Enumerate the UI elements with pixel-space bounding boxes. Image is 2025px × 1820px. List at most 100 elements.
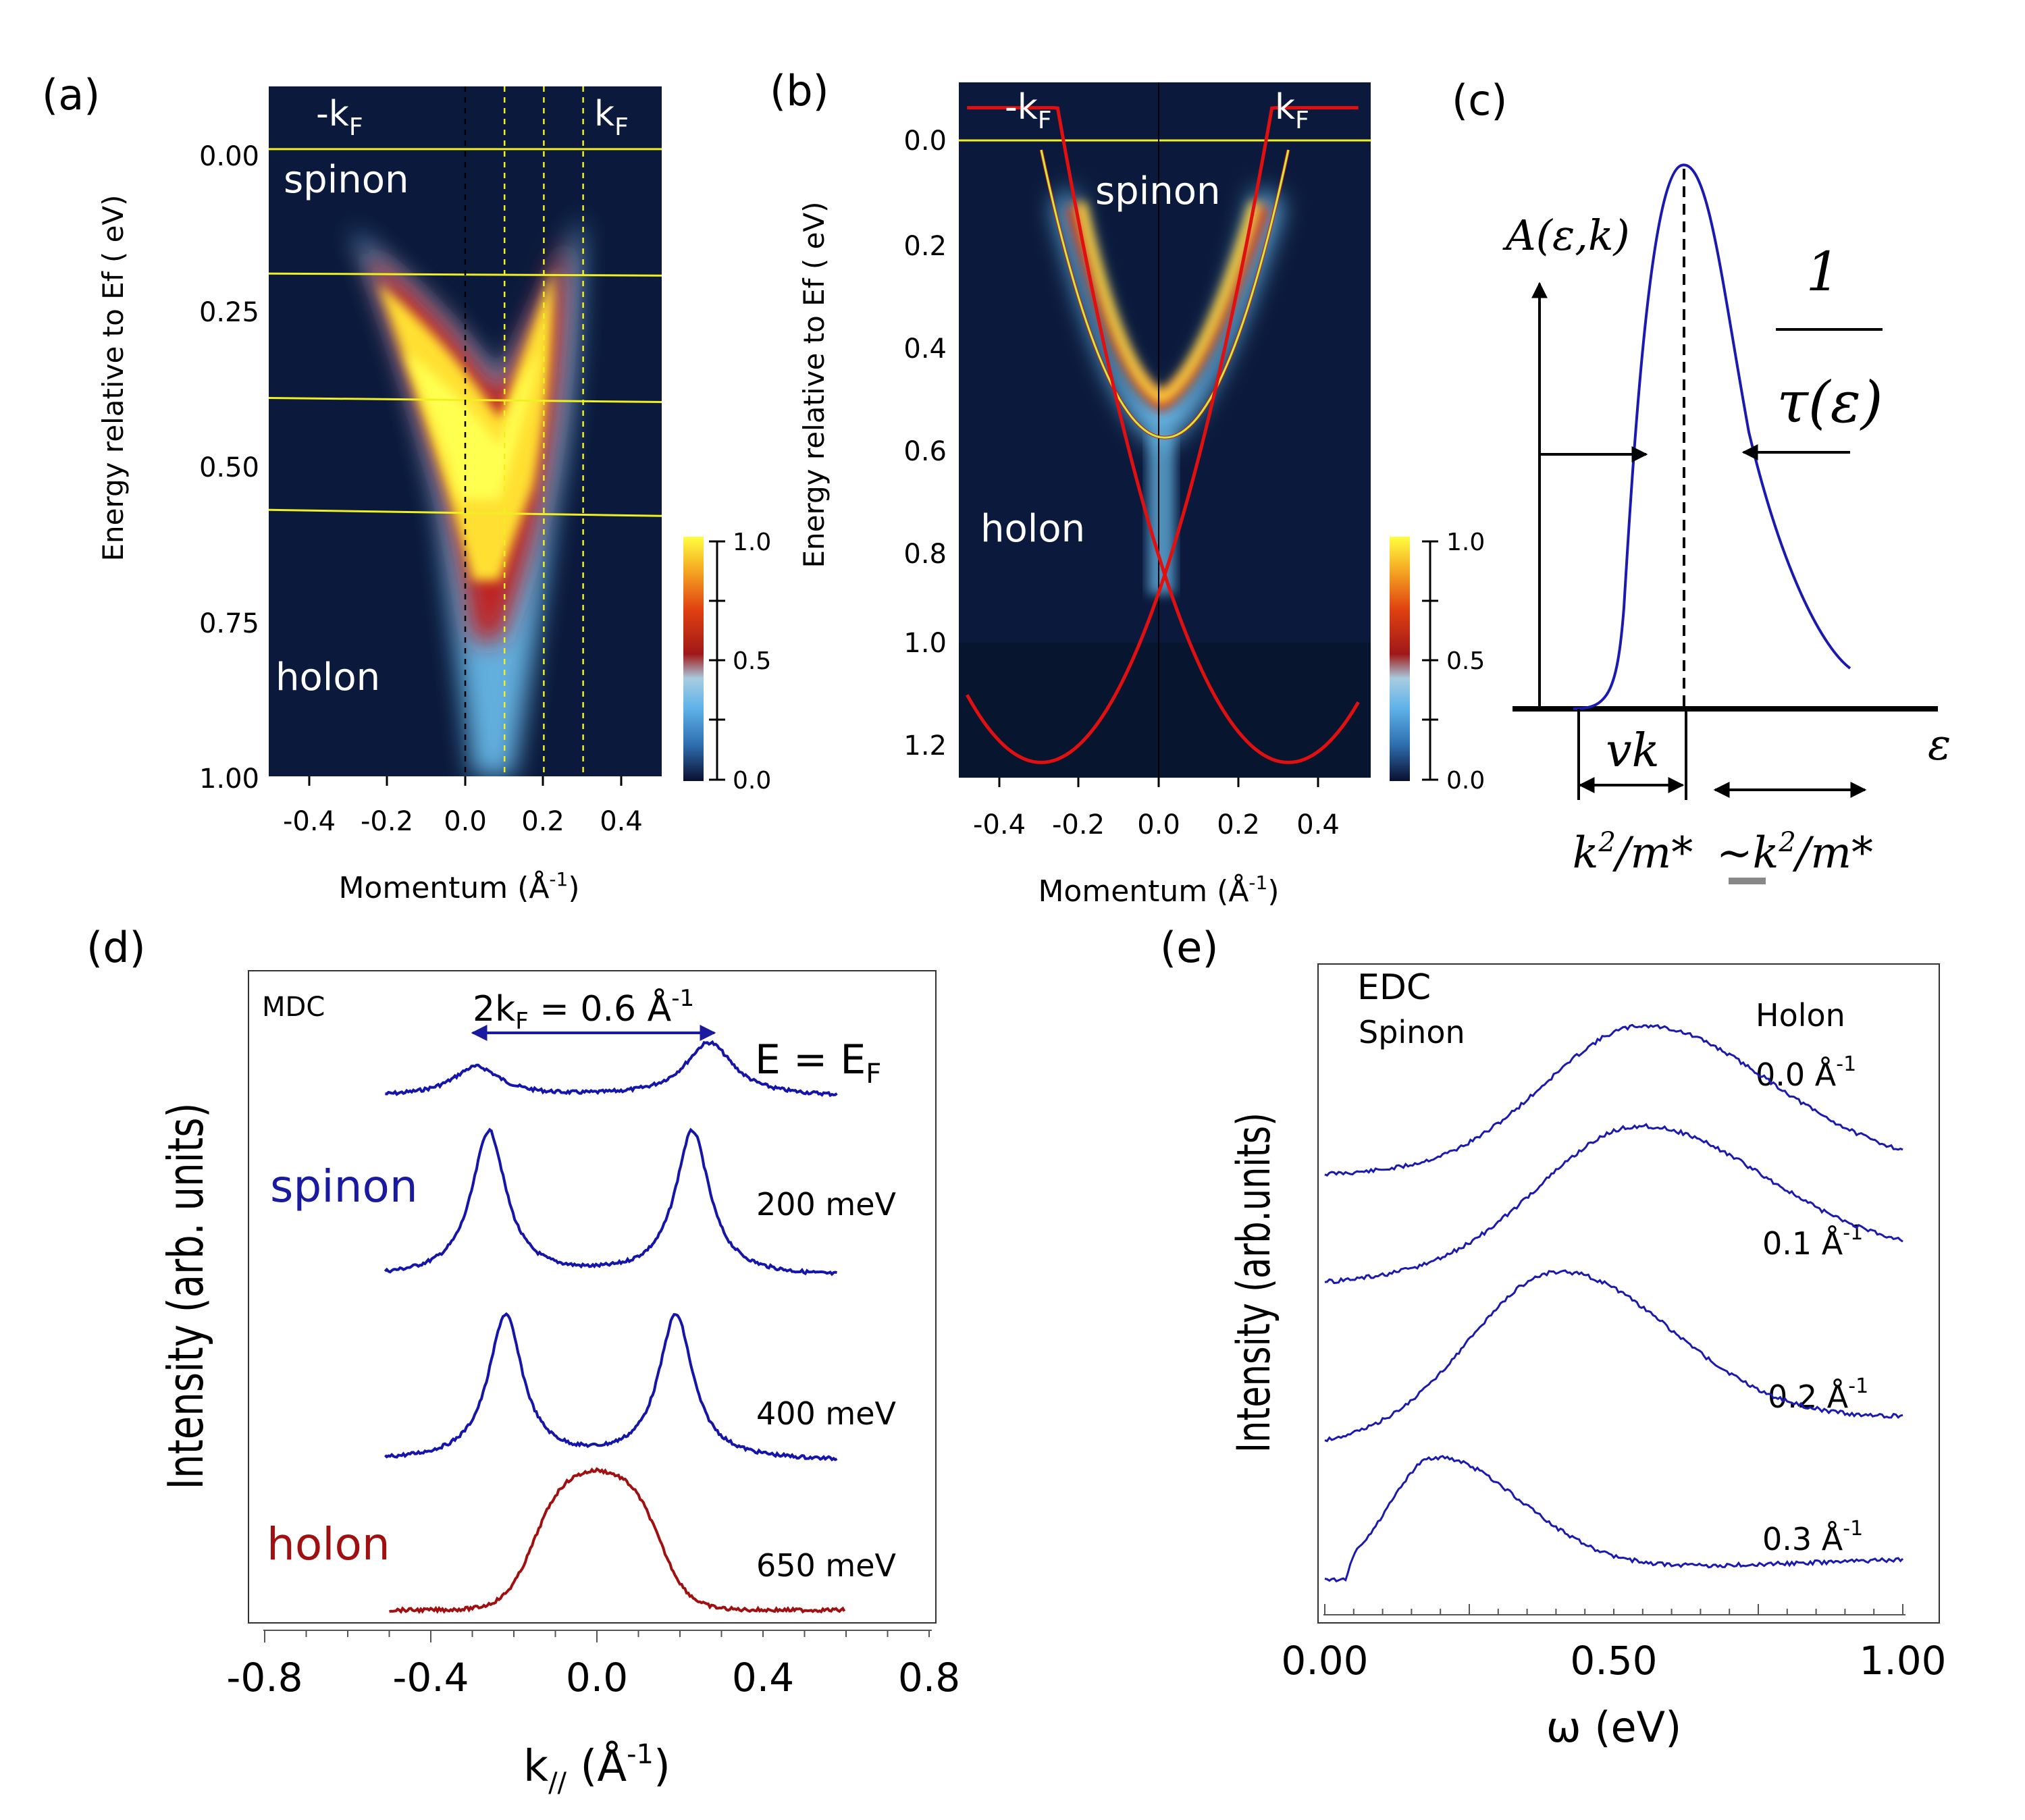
panel-c-frac-num: 1 — [1806, 240, 1841, 303]
panel-a-colorbar-tick: 1.0 — [733, 529, 771, 556]
panel-d-xtick: -0.4 — [392, 1655, 469, 1701]
panel-a-xtick: 0.0 — [444, 806, 487, 837]
panel-a-colorbar-axis — [709, 540, 725, 781]
panel-c-yaxis-label: A(ε,k) — [1502, 211, 1630, 260]
panel-d-frame — [248, 970, 937, 1624]
panel-d-holon-label: holon — [267, 1518, 390, 1570]
panel-c-vk-label: vk — [1606, 724, 1660, 778]
panel-d-curve-label: 200 meV — [756, 1186, 897, 1223]
panel-b-ylabel: Energy relative to Ef ( eV) — [797, 201, 831, 568]
panel-e-curves — [1324, 1023, 1904, 1583]
panel-e-xtick: 0.00 — [1281, 1638, 1368, 1684]
panel-d-ylabel: Intensity (arb. units) — [158, 1103, 215, 1490]
panel-b-lower-region — [959, 643, 1371, 778]
mdc-curve — [384, 1312, 838, 1462]
panel-a-ytick: 0.50 — [199, 452, 259, 483]
panel-e-curve-label: 0.1 Å-1 — [1762, 1221, 1863, 1262]
panel-d-label: (d) — [86, 923, 146, 972]
panel-b-ytick: 1.0 — [903, 628, 947, 659]
panel-a-xtick: 0.4 — [600, 806, 643, 837]
panel-d-xticks: -0.8 -0.4 0.0 0.4 0.8 — [226, 1655, 960, 1701]
panel-d-xaxis-ticks — [264, 1630, 930, 1642]
panel-d-curves — [384, 1040, 846, 1614]
panel-e-holon: Holon — [1756, 997, 1845, 1034]
panel-a-holon-label: holon — [275, 655, 380, 699]
panel-b-spinon-label: spinon — [1095, 169, 1221, 213]
panel-d-xtick: 0.4 — [732, 1655, 794, 1701]
panel-e-frame — [1317, 963, 1940, 1624]
edc-curve — [1324, 1455, 1904, 1583]
panel-c-xaxis-label: ε — [1928, 720, 1951, 770]
panel-c-spectral-curve — [1573, 163, 1851, 710]
panel-a-ytick: 0.25 — [199, 297, 259, 328]
panel-b: (b) 0.0 0.2 0.4 0.6 0.8 1.0 1.2 -0.4 -0.… — [770, 66, 1485, 909]
panel-a-xtick: -0.4 — [283, 806, 336, 837]
panel-b-xticks: -0.4 -0.2 0.0 0.2 0.4 — [973, 809, 1340, 840]
panel-b-ytick: 0.6 — [903, 436, 947, 467]
panel-d-energy-label: E = EF — [755, 1036, 881, 1090]
panel-e-ylabel: Intensity (arb.units) — [1228, 1113, 1281, 1453]
panel-b-ytick: 0.2 — [903, 231, 947, 262]
panel-a: (a) 0.00 0.25 0.50 0.75 1.00 -0.4 -0.2 0… — [42, 70, 771, 905]
panel-a-ytick: 0.75 — [199, 608, 259, 639]
panel-a-xtick: 0.2 — [521, 806, 564, 837]
panel-e-xticks: 0.00 0.50 1.00 — [1281, 1638, 1946, 1684]
edc-curve — [1324, 1023, 1903, 1177]
panel-a-kf-right: kF — [594, 94, 629, 141]
panel-e-xaxis-ticks — [1324, 1604, 1903, 1615]
edc-curve — [1324, 1269, 1903, 1443]
panel-b-ytick: 0.4 — [903, 333, 947, 365]
panel-a-ytick: 1.00 — [199, 764, 259, 795]
panel-c-frac-den: τ(ε) — [1777, 369, 1883, 435]
panel-d-curve-label: 400 meV — [756, 1395, 897, 1432]
panel-a-ytick: 0.00 — [199, 141, 259, 172]
mdc-curve — [385, 1040, 838, 1098]
panel-d-2kf-label: 2kF = 0.6 Å-1 — [473, 985, 694, 1035]
panel-b-yticks: 0.0 0.2 0.4 0.6 0.8 1.0 1.2 — [903, 126, 947, 761]
panel-a-cuts — [268, 86, 662, 776]
panel-b-colorbar — [1390, 537, 1410, 781]
panel-b-ytick: 1.2 — [903, 730, 947, 761]
panel-c: (c) A(ε,k) 1 τ(ε) vk k2/m* ~k2/m* ε — [1452, 76, 1951, 884]
panel-d-mdc: MDC — [262, 992, 325, 1023]
panel-c-label: (c) — [1452, 76, 1507, 125]
holon-branch-fit — [967, 106, 1360, 764]
panel-e-xtick: 0.50 — [1570, 1638, 1657, 1684]
holon-branch-fit — [966, 106, 1359, 764]
panel-c-k2m-label: k2/m* — [1573, 827, 1693, 878]
panel-d-spinon-label: spinon — [270, 1160, 418, 1212]
panel-a-ylabel: Energy relative to Ef ( eV) — [97, 194, 130, 561]
panel-a-spinon-label: spinon — [284, 158, 409, 202]
panel-b-ytick: 0.0 — [903, 126, 947, 157]
panel-b-xtick: 0.2 — [1217, 809, 1260, 840]
panel-a-kf-left: -kF — [316, 94, 363, 141]
panel-b-xaxis-ticks — [998, 778, 1319, 787]
panel-d-curve-label: 650 meV — [756, 1547, 897, 1584]
panel-b-colorbar-tick: 1.0 — [1446, 529, 1485, 556]
panel-d-xtick: 0.0 — [566, 1655, 628, 1701]
panel-d: (d) MDC 2kF = 0.6 Å-1 E = EF spinon holo… — [86, 923, 960, 1798]
panel-b-colorbar-tick: 0.5 — [1446, 647, 1485, 675]
panel-b-xtick: -0.2 — [1052, 809, 1105, 840]
panel-e-xlabel: ω (eV) — [1546, 1703, 1682, 1752]
panel-b-xtick: 0.4 — [1296, 809, 1340, 840]
panel-e: (e) EDC Spinon Holon 0.0 Å-1 0.1 Å-1 0.2… — [1160, 923, 1947, 1752]
panel-e-label: (e) — [1160, 923, 1219, 972]
panel-a-yticks: 0.00 0.25 0.50 0.75 1.00 — [199, 141, 259, 795]
panel-a-colorbar-tick: 0.5 — [733, 647, 771, 675]
mdc-curve — [384, 1127, 837, 1277]
panel-b-fits — [966, 106, 1360, 764]
panel-d-xlabel: k// (Å-1) — [523, 1739, 670, 1798]
panel-e-edc: EDC — [1357, 967, 1431, 1008]
panel-b-label: (b) — [770, 66, 829, 115]
panel-e-spinon: Spinon — [1359, 1014, 1465, 1050]
panel-d-xtick: 0.8 — [898, 1655, 960, 1701]
panel-e-xtick: 1.00 — [1859, 1638, 1946, 1684]
panel-b-xlabel: Momentum (Å-1) — [1038, 872, 1279, 909]
panel-c-grey-mark — [1729, 878, 1766, 884]
panel-c-approx-k2m-label: ~k2/m* — [1716, 827, 1873, 878]
panel-b-kf-left: -kF — [1005, 87, 1052, 134]
panel-a-xticks: -0.4 -0.2 0.0 0.2 0.4 — [283, 806, 643, 837]
panel-e-curve-label: 0.3 Å-1 — [1762, 1517, 1863, 1557]
